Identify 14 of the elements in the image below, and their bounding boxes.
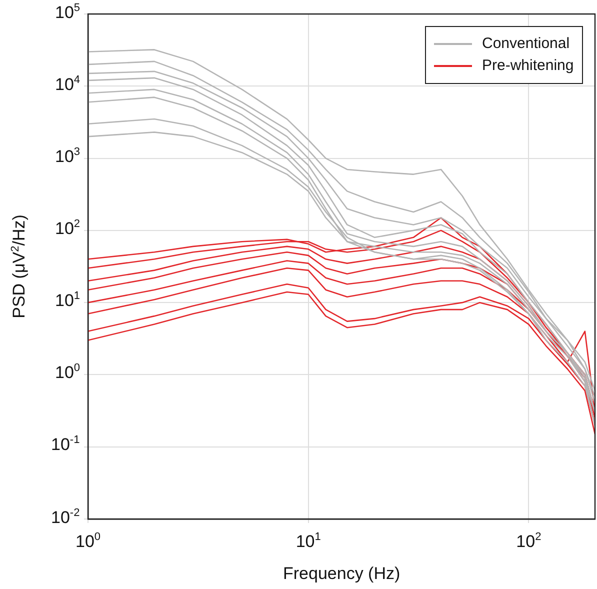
- y-tick-label: 10$^{-2}$: [51, 506, 80, 526]
- legend-label: Conventional: [482, 34, 570, 54]
- y-tick-label: 10$^{1}$: [55, 290, 80, 310]
- legend-label: Pre-whitening: [482, 56, 574, 76]
- y-tick-label: 10$^{3}$: [55, 146, 80, 166]
- y-tick-label: 10$^{5}$: [55, 2, 80, 22]
- x-tick-label: 10$^{1}$: [296, 531, 321, 551]
- x-axis-title: Frequency (Hz): [283, 564, 400, 583]
- y-tick-label: 10$^{4}$: [55, 74, 80, 94]
- x-tick-label: 10$^{2}$: [516, 531, 542, 551]
- y-tick-label: 10$^{2}$: [55, 218, 80, 238]
- y-tick-label: 10$^{-1}$: [51, 434, 80, 454]
- x-tick-label: 10$^{0}$: [76, 531, 101, 551]
- y-tick-label: 10$^{0}$: [55, 362, 80, 382]
